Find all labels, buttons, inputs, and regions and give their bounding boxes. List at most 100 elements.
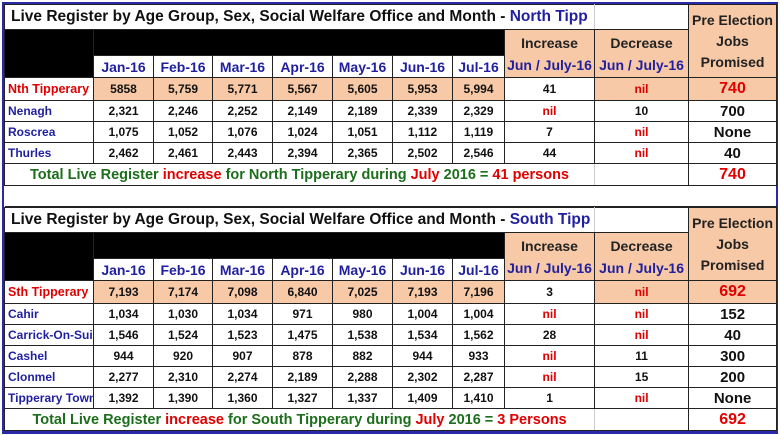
black-header-block <box>93 29 505 56</box>
increase-value: 3 <box>503 280 596 304</box>
summary-text: Total Live Register <box>30 166 163 183</box>
office-label: Thurles <box>4 142 94 164</box>
jobs-total: 692 <box>688 408 778 431</box>
month-value: 5,759 <box>153 77 213 101</box>
month-value: 2,443 <box>212 142 273 164</box>
month-value: 7,193 <box>392 280 453 304</box>
decrease-header: Decrease Jun / July-16 <box>594 232 690 281</box>
table-row: Cashel 944 920 907 878 882 944 933 nil 11 300 <box>4 345 778 367</box>
month-value: 1,475 <box>272 324 333 346</box>
decrease-value: 11 <box>594 345 690 367</box>
header-line: Decrease <box>610 237 673 254</box>
month-header: Jun-16 <box>392 55 453 78</box>
month-header: Jul-16 <box>452 258 505 281</box>
office-label: Nth Tipperary <box>4 77 94 101</box>
header-line: Jun / July-16 <box>507 259 592 276</box>
month-header: Jul-16 <box>452 55 505 78</box>
jobs-promised-header: Pre Election Jobs Promised <box>688 4 778 78</box>
region-name: South Tipp <box>509 211 591 228</box>
jobs-promised-value: 200 <box>688 366 778 388</box>
black-header-block <box>4 29 94 78</box>
header-line: Jobs <box>716 33 749 49</box>
month-header: Apr-16 <box>272 55 333 78</box>
month-header: May-16 <box>332 55 393 78</box>
black-header-block <box>4 232 94 281</box>
office-label: Cashel <box>4 345 94 367</box>
month-header: Jan-16 <box>93 258 154 281</box>
summary-text: 2016 = <box>439 166 493 183</box>
month-value: 1,523 <box>212 324 273 346</box>
table-row: Tipperary Town 1,392 1,390 1,360 1,327 1,337 1… <box>4 387 778 409</box>
month-value: 2,394 <box>272 142 333 164</box>
month-value: 2,339 <box>392 100 453 122</box>
month-header: Jan-16 <box>93 55 154 78</box>
month-value: 1,051 <box>332 121 393 143</box>
header-line: Pre Election <box>692 215 774 231</box>
increase-value: 28 <box>503 324 596 346</box>
header-line: Jun / July-16 <box>599 259 684 276</box>
month-value: 1,024 <box>272 121 333 143</box>
month-value: 2,365 <box>332 142 393 164</box>
header-line: Jobs <box>716 236 749 252</box>
summary-text: 2016 = <box>444 411 498 428</box>
month-value: 1,409 <box>392 387 453 409</box>
month-value: 1,034 <box>93 303 154 325</box>
total-summary: Total Live Register increase for South T… <box>3 408 596 431</box>
month-value: 2,189 <box>332 100 393 122</box>
month-header: May-16 <box>332 258 393 281</box>
table-row: Roscrea 1,075 1,052 1,076 1,024 1,051 1,112 1,1… <box>4 121 778 143</box>
month-value: 1,075 <box>93 121 154 143</box>
table-row: Clonmel 2,277 2,310 2,274 2,189 2,288 2,302 2,2… <box>4 366 778 388</box>
header-line: Increase <box>521 34 578 51</box>
table-row: Thurles 2,462 2,461 2,443 2,394 2,365 2,502 2,5… <box>4 142 778 164</box>
month-value: 7,174 <box>153 280 213 304</box>
decrease-value: nil <box>594 387 690 409</box>
header-line: Decrease <box>610 34 673 51</box>
month-value: 1,004 <box>452 303 505 325</box>
increase-value: nil <box>503 366 596 388</box>
month-value: 5858 <box>93 77 154 101</box>
summary-text: 41 persons <box>492 166 569 183</box>
jobs-promised-value: 740 <box>688 77 778 101</box>
summary-text: for North Tipperary during <box>221 166 411 183</box>
office-label: Cahir <box>4 303 94 325</box>
total-summary: Total Live Register increase for North T… <box>3 163 596 186</box>
decrease-value: 15 <box>594 366 690 388</box>
office-label: Tipperary Town <box>4 387 94 409</box>
table-row: Sth Tipperary 7,193 7,174 7,098 6,840 7,025 7,… <box>4 280 778 304</box>
decrease-value: nil <box>594 142 690 164</box>
month-value: 1,392 <box>93 387 154 409</box>
month-value: 2,149 <box>272 100 333 122</box>
header-line: Pre Election <box>692 12 773 28</box>
summary-text: increase <box>162 166 222 183</box>
increase-value: nil <box>503 100 596 122</box>
jobs-promised-value: None <box>688 387 778 409</box>
month-header: Feb-16 <box>153 258 213 281</box>
increase-header: Increase Jun / July-16 <box>503 232 596 281</box>
month-value: 2,502 <box>392 142 453 164</box>
empty-cell <box>594 4 690 30</box>
decrease-value: nil <box>594 324 690 346</box>
month-value: 5,994 <box>452 77 505 101</box>
decrease-value: nil <box>594 121 690 143</box>
month-value: 944 <box>392 345 453 367</box>
jobs-promised-header: Pre Election Jobs Promised <box>688 207 778 281</box>
month-value: 971 <box>272 303 333 325</box>
increase-header: Increase Jun / July-16 <box>503 29 596 78</box>
month-value: 5,953 <box>392 77 453 101</box>
month-value: 1,546 <box>93 324 154 346</box>
office-label: Carrick-On-Suir <box>4 324 94 346</box>
total-row: Total Live Register increase for South T… <box>3 408 778 431</box>
month-value: 920 <box>153 345 213 367</box>
month-value: 2,329 <box>452 100 505 122</box>
month-value: 1,410 <box>452 387 505 409</box>
empty-cell <box>594 408 690 431</box>
increase-value: 41 <box>503 77 596 101</box>
header-line: Promised <box>700 257 765 273</box>
month-value: 2,277 <box>93 366 154 388</box>
month-value: 882 <box>332 345 393 367</box>
jobs-promised-value: 300 <box>688 345 778 367</box>
month-value: 2,189 <box>272 366 333 388</box>
month-value: 2,462 <box>93 142 154 164</box>
decrease-value: nil <box>594 77 690 101</box>
